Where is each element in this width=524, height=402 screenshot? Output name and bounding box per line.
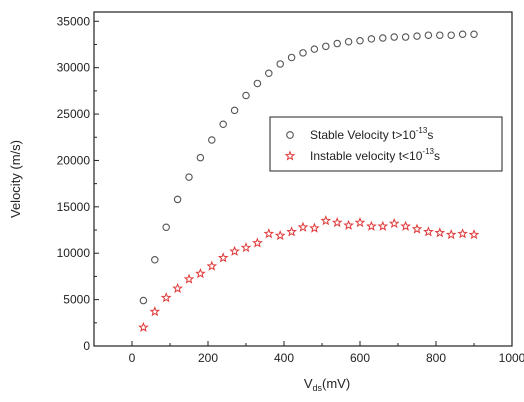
instable-velocity-point bbox=[149, 306, 161, 317]
stable-velocity-point bbox=[322, 42, 330, 51]
instable-velocity-point bbox=[183, 273, 195, 284]
instable-velocity-point bbox=[240, 242, 252, 253]
x-tick-label: 200 bbox=[198, 351, 218, 365]
stable-velocity-point bbox=[287, 53, 296, 62]
instable-velocity-point bbox=[388, 217, 400, 229]
stable-velocity-point bbox=[356, 37, 364, 45]
instable-velocity-point bbox=[160, 292, 172, 303]
stable-velocity-point bbox=[139, 296, 148, 305]
instable-velocity-point bbox=[423, 226, 434, 237]
stable-velocity-point bbox=[367, 35, 376, 43]
instable-velocity-point bbox=[354, 217, 366, 228]
instable-velocity-point bbox=[286, 226, 297, 237]
stable-velocity-point bbox=[390, 33, 398, 41]
legend-label-stable: Stable Velocity t>10-13s bbox=[310, 126, 433, 142]
stable-velocity-point bbox=[173, 195, 182, 204]
stable-velocity-point bbox=[230, 106, 239, 115]
stable-velocity-point bbox=[242, 91, 250, 100]
stable-velocity-point bbox=[344, 37, 353, 46]
y-tick-label: 0 bbox=[83, 339, 90, 353]
x-tick-label: 0 bbox=[129, 351, 136, 365]
instable-velocity-point bbox=[195, 268, 206, 279]
stable-velocity-point bbox=[151, 255, 159, 264]
x-tick-label: 600 bbox=[350, 351, 370, 365]
x-tick-label: 400 bbox=[274, 351, 294, 365]
instable-velocity-point bbox=[217, 252, 229, 263]
y-tick-label: 30000 bbox=[57, 61, 91, 75]
instable-velocity-point bbox=[274, 229, 286, 241]
y-tick-label: 5000 bbox=[63, 293, 90, 307]
y-axis-title: Velocity (m/s) bbox=[8, 140, 23, 218]
legend-label-instable-text: Instable velocity t<10 bbox=[310, 149, 423, 163]
x-axis-title-main: V bbox=[304, 376, 313, 391]
stable-velocity-point bbox=[413, 32, 421, 40]
instable-velocity-point bbox=[434, 227, 446, 238]
instable-velocity-point bbox=[468, 229, 480, 240]
y-tick-label: 35000 bbox=[57, 14, 91, 28]
legend: Stable Velocity t>10-13s Instable veloci… bbox=[269, 116, 503, 172]
stable-velocity-point bbox=[470, 30, 478, 39]
legend-marker-stable bbox=[286, 131, 294, 139]
stable-velocity-point bbox=[265, 69, 273, 77]
x-axis-title-sub: ds bbox=[312, 383, 322, 393]
stable-velocity-point bbox=[219, 120, 227, 129]
x-axis-title-unit: (mV) bbox=[322, 376, 350, 391]
x-tick-label: 1000 bbox=[499, 351, 524, 365]
y-tick-label: 25000 bbox=[57, 107, 91, 121]
instable-velocity-point bbox=[377, 220, 389, 231]
legend-label-stable-exp: -13 bbox=[416, 126, 428, 135]
legend-label-stable-text: Stable Velocity t>10 bbox=[310, 128, 416, 142]
stable-velocity-point bbox=[299, 49, 307, 57]
stable-velocity-point bbox=[208, 136, 216, 144]
stable-velocity-point bbox=[436, 31, 444, 39]
data-points bbox=[138, 30, 480, 332]
instable-velocity-point bbox=[172, 282, 183, 294]
stable-velocity-point bbox=[401, 33, 410, 41]
legend-label-instable-unit: s bbox=[434, 149, 440, 163]
plot-frame bbox=[93, 11, 513, 347]
x-axis-title: Vds(mV) bbox=[304, 376, 350, 393]
instable-velocity-point bbox=[331, 217, 343, 228]
legend-marker-instable bbox=[284, 150, 296, 161]
stable-velocity-point bbox=[253, 79, 262, 88]
legend-label-stable-unit: s bbox=[427, 128, 433, 142]
stable-velocity-point bbox=[276, 60, 284, 68]
legend-box bbox=[269, 116, 503, 172]
stable-velocity-point bbox=[424, 31, 433, 39]
stable-velocity-point bbox=[458, 30, 467, 39]
instable-velocity-point bbox=[138, 321, 149, 332]
y-tick-label: 20000 bbox=[57, 153, 91, 167]
stable-velocity-point bbox=[162, 223, 170, 231]
instable-velocity-point bbox=[400, 220, 411, 231]
y-tick-label: 15000 bbox=[57, 200, 91, 214]
axis-ticks: 0 200 400 600 800 100005000100001500020000250… bbox=[57, 14, 524, 365]
stable-velocity-point bbox=[447, 31, 455, 39]
instable-velocity-point bbox=[297, 221, 309, 232]
instable-velocity-point bbox=[263, 228, 275, 239]
stable-velocity-point bbox=[333, 39, 341, 48]
instable-velocity-point bbox=[411, 223, 423, 234]
instable-velocity-point bbox=[457, 228, 468, 239]
stable-velocity-point bbox=[379, 34, 387, 42]
x-tick-label: 800 bbox=[426, 351, 446, 365]
instable-velocity-point bbox=[252, 237, 263, 248]
instable-velocity-point bbox=[229, 245, 240, 256]
instable-velocity-point bbox=[343, 219, 354, 230]
instable-velocity-point bbox=[366, 220, 377, 231]
instable-velocity-point bbox=[320, 215, 332, 226]
y-tick-label: 10000 bbox=[57, 246, 91, 260]
legend-label-instable-exp: -13 bbox=[422, 147, 434, 156]
stable-velocity-point bbox=[196, 153, 205, 162]
stable-velocity-point bbox=[310, 45, 319, 53]
instable-velocity-point bbox=[206, 260, 218, 271]
instable-velocity-point bbox=[445, 229, 457, 240]
instable-velocity-point bbox=[309, 222, 320, 233]
legend-label-instable: Instable velocity t<10-13s bbox=[310, 147, 440, 163]
stable-velocity-point bbox=[185, 173, 193, 181]
